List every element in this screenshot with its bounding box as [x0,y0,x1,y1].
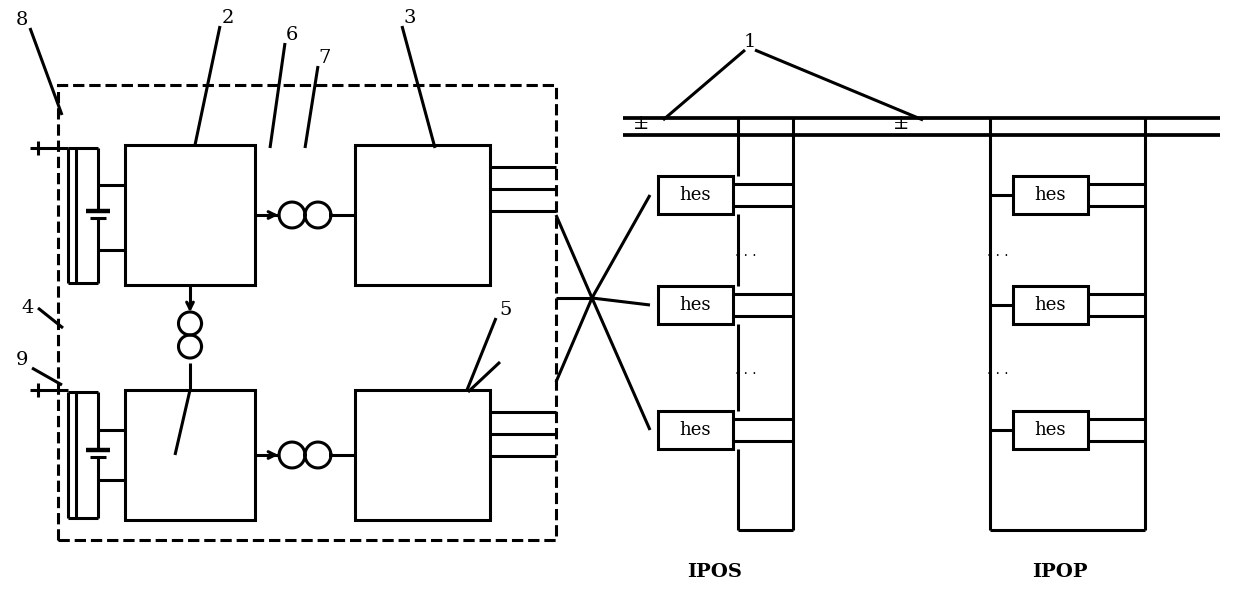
Text: 6: 6 [285,26,298,44]
Bar [1013,286,1087,324]
Text: hes: hes [680,186,711,204]
Text: 3: 3 [404,9,417,27]
Text: 1: 1 [744,33,756,51]
Text: 8: 8 [16,11,29,29]
Bar [657,411,733,449]
Bar [657,286,733,324]
Text: hes: hes [680,421,711,439]
Bar [355,390,490,520]
Text: 4: 4 [22,299,35,317]
Text: −: − [632,120,650,138]
Text: hes: hes [680,296,711,314]
Text: . . .: . . . [987,363,1009,377]
Text: hes: hes [1034,421,1065,439]
Text: . . .: . . . [987,245,1009,259]
Bar [125,390,255,520]
Bar [1013,176,1087,214]
Bar [355,145,490,285]
Text: 7: 7 [319,49,331,67]
Text: IPOS: IPOS [687,563,743,581]
Text: hes: hes [1034,186,1065,204]
Text: 9: 9 [16,351,29,369]
Text: −: − [893,120,909,138]
Text: hes: hes [1034,296,1065,314]
Text: +: + [632,114,650,132]
Text: . . .: . . . [735,245,756,259]
Bar [657,176,733,214]
Bar [58,85,556,540]
Text: IPOP: IPOP [1032,563,1087,581]
Bar [125,145,255,285]
Bar [1013,411,1087,449]
Text: +: + [893,114,909,132]
Text: 5: 5 [500,301,512,319]
Text: 2: 2 [222,9,234,27]
Text: . . .: . . . [735,363,756,377]
